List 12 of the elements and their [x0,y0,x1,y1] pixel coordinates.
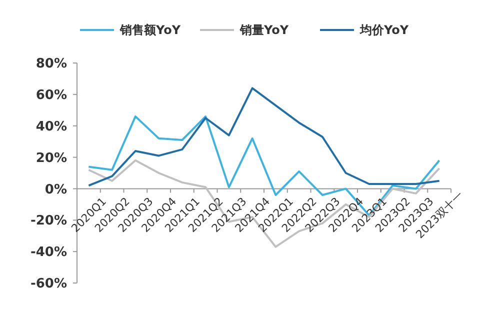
y-tick-label: -40% [30,245,67,260]
legend-label: 销量YoY [239,23,289,38]
y-tick-label: 60% [36,88,67,103]
line-series [88,87,440,187]
legend-label: 销售额YoY [119,23,181,38]
y-tick-label: -20% [30,214,67,229]
y-tick-label: -60% [30,276,67,292]
y-tick-label: 80% [36,56,67,72]
y-tick-label: 20% [36,150,67,166]
y-tick-label: 40% [36,119,67,134]
legend-label: 均价YoY [359,23,409,38]
y-tick-label: 0% [44,182,67,198]
